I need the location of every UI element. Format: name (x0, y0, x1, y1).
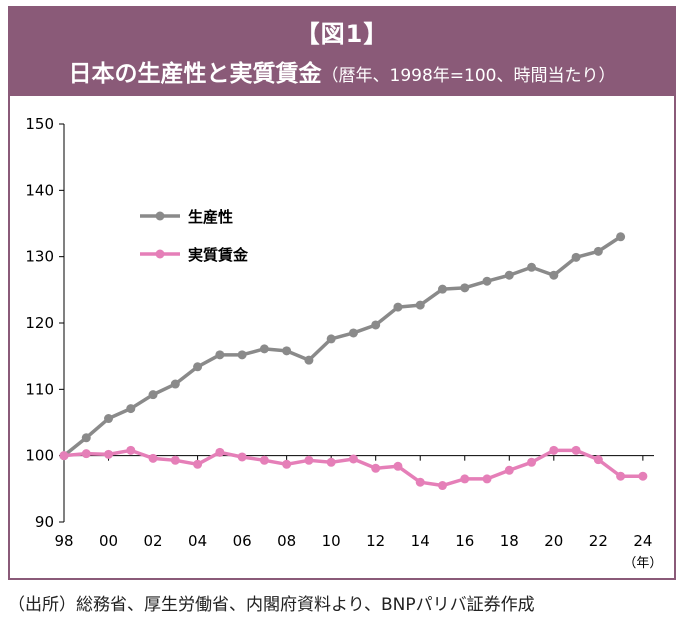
data-point (304, 355, 314, 365)
x-tick-label: 14 (411, 532, 430, 550)
data-point (170, 379, 180, 389)
data-point (148, 453, 158, 463)
data-point (616, 471, 626, 481)
chart-title-line: 日本の生産性と実質賃金（暦年、1998年=100、時間当たり） (10, 54, 674, 88)
data-point (237, 350, 247, 360)
data-point (437, 284, 447, 294)
x-tick-label: 12 (366, 532, 385, 550)
x-axis-unit-label: （年） (623, 556, 662, 571)
data-point (593, 246, 603, 256)
x-tick-label: 20 (544, 532, 563, 550)
x-tick-label: 16 (455, 532, 474, 550)
data-point (504, 465, 514, 475)
data-point (148, 390, 158, 400)
x-tick-label: 04 (188, 532, 207, 550)
data-point (282, 346, 292, 356)
x-tick-label: 18 (500, 532, 519, 550)
y-tick-label: 110 (25, 380, 54, 398)
data-point (437, 481, 447, 491)
data-point (415, 477, 425, 487)
data-point (549, 445, 559, 455)
data-point (482, 276, 492, 286)
data-point (549, 270, 559, 280)
figure-header: 【図1】 日本の生産性と実質賃金（暦年、1998年=100、時間当たり） (10, 8, 674, 96)
data-point (348, 328, 358, 338)
data-point (193, 362, 203, 372)
x-tick-label: 08 (277, 532, 296, 550)
x-tick-label: 06 (233, 532, 252, 550)
data-point (304, 455, 314, 465)
data-point (393, 302, 403, 312)
series-line-1 (62, 235, 622, 458)
data-point (593, 455, 603, 465)
legend-swatch-marker (155, 211, 165, 221)
data-point (393, 461, 403, 471)
data-point (81, 449, 91, 459)
data-point (460, 474, 470, 484)
figure-label: 【図1】 (295, 20, 389, 48)
data-point (371, 320, 381, 330)
data-point (104, 449, 114, 459)
chart-title: 日本の生産性と実質賃金 (68, 61, 322, 87)
legend-label: 生産性 (188, 208, 233, 226)
line-chart: 90 100 110 120 130 140 150 98 00 02 04 06 08 10 12 14 16… (25, 115, 662, 571)
data-point (504, 270, 514, 280)
legend-label: 実質賃金 (188, 246, 249, 264)
data-point (482, 474, 492, 484)
source-note: （出所）総務省、厚生労働省、内閣府資料より、BNPパリバ証券作成 (8, 595, 535, 615)
figure-frame: 【図1】 日本の生産性と実質賃金（暦年、1998年=100、時間当たり） (8, 6, 676, 580)
data-point (326, 334, 336, 344)
y-tick-label: 120 (25, 314, 54, 332)
data-point (170, 455, 180, 465)
data-point (81, 433, 91, 443)
data-point (571, 445, 581, 455)
data-point (282, 459, 292, 469)
data-point (348, 454, 358, 464)
y-tick-label: 130 (25, 248, 54, 266)
data-point (460, 283, 470, 293)
data-point (193, 459, 203, 469)
data-point (371, 463, 381, 473)
y-tick-label: 90 (35, 513, 54, 531)
data-point (527, 457, 537, 467)
data-point (237, 452, 247, 462)
x-tick-label: 24 (633, 532, 652, 550)
chart-subtitle: （暦年、1998年=100、時間当たり） (321, 66, 616, 86)
y-tick-label: 100 (25, 447, 54, 465)
data-point (571, 252, 581, 262)
legend-swatch-marker (155, 249, 165, 259)
y-tick-label: 140 (25, 181, 54, 199)
data-point (259, 344, 269, 354)
x-tick-label: 22 (589, 532, 608, 550)
data-point (616, 232, 626, 242)
data-point (126, 404, 136, 414)
x-tick-label: 02 (144, 532, 163, 550)
data-point (326, 457, 336, 467)
x-tick-label: 98 (54, 532, 73, 550)
data-point (215, 447, 225, 457)
x-tick-label: 10 (322, 532, 341, 550)
data-point (104, 414, 114, 424)
data-point (527, 262, 537, 272)
data-point (126, 445, 136, 455)
data-point (638, 471, 648, 481)
x-tick-label: 00 (99, 532, 118, 550)
y-tick-label: 150 (25, 115, 54, 133)
data-point (415, 300, 425, 310)
data-point (259, 455, 269, 465)
data-point (215, 350, 225, 360)
data-point (59, 451, 69, 461)
